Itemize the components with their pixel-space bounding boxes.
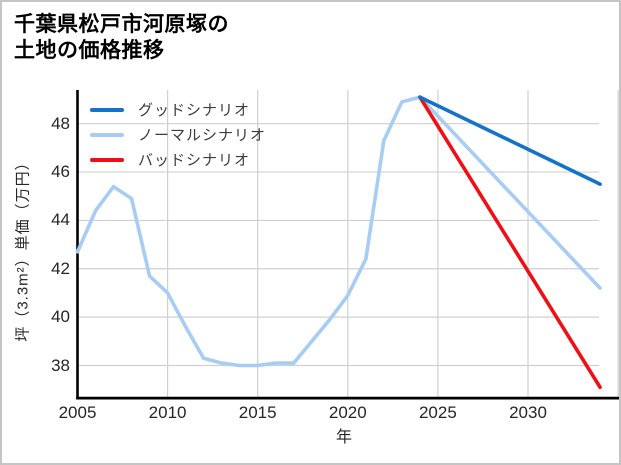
legend-item-good: グッドシナリオ xyxy=(90,97,266,122)
bad-scenario-line-swatch xyxy=(90,157,124,162)
y-tick-label: 38 xyxy=(51,355,70,375)
legend-label: ノーマルシナリオ xyxy=(138,127,267,144)
chart-title-line2: 土地の価格推移 xyxy=(14,39,165,62)
y-tick-label: 48 xyxy=(51,113,70,133)
y-tick-label: 46 xyxy=(51,162,70,182)
legend-label: バッドシナリオ xyxy=(138,152,251,169)
x-tick-label: 2030 xyxy=(509,403,547,422)
x-tick-label: 2025 xyxy=(418,403,457,422)
x-tick-label: 2005 xyxy=(58,403,97,422)
y-tick-label: 44 xyxy=(51,210,70,230)
x-tick-label: 2010 xyxy=(148,403,187,422)
x-axis-label: 年 xyxy=(335,429,353,446)
chart-title: 千葉県松戸市河原塚の 土地の価格推移 xyxy=(14,12,229,64)
legend: グッドシナリオ ノーマルシナリオ バッドシナリオ xyxy=(90,97,266,172)
series-line-0 xyxy=(418,95,602,186)
legend-item-normal: ノーマルシナリオ xyxy=(90,122,266,147)
normal-scenario-line-swatch xyxy=(90,132,124,137)
y-tick-label: 42 xyxy=(51,258,70,278)
good-scenario-line-swatch xyxy=(90,107,124,112)
x-tick-label: 2020 xyxy=(328,403,367,422)
legend-item-bad: バッドシナリオ xyxy=(90,147,266,172)
series-line-2 xyxy=(418,95,602,390)
chart-title-line1: 千葉県松戸市河原塚の xyxy=(14,13,229,36)
y-tick-label: 40 xyxy=(51,307,70,327)
series-line-1 xyxy=(75,95,602,368)
x-tick-label: 2015 xyxy=(238,403,277,422)
legend-label: グッドシナリオ xyxy=(138,102,251,119)
